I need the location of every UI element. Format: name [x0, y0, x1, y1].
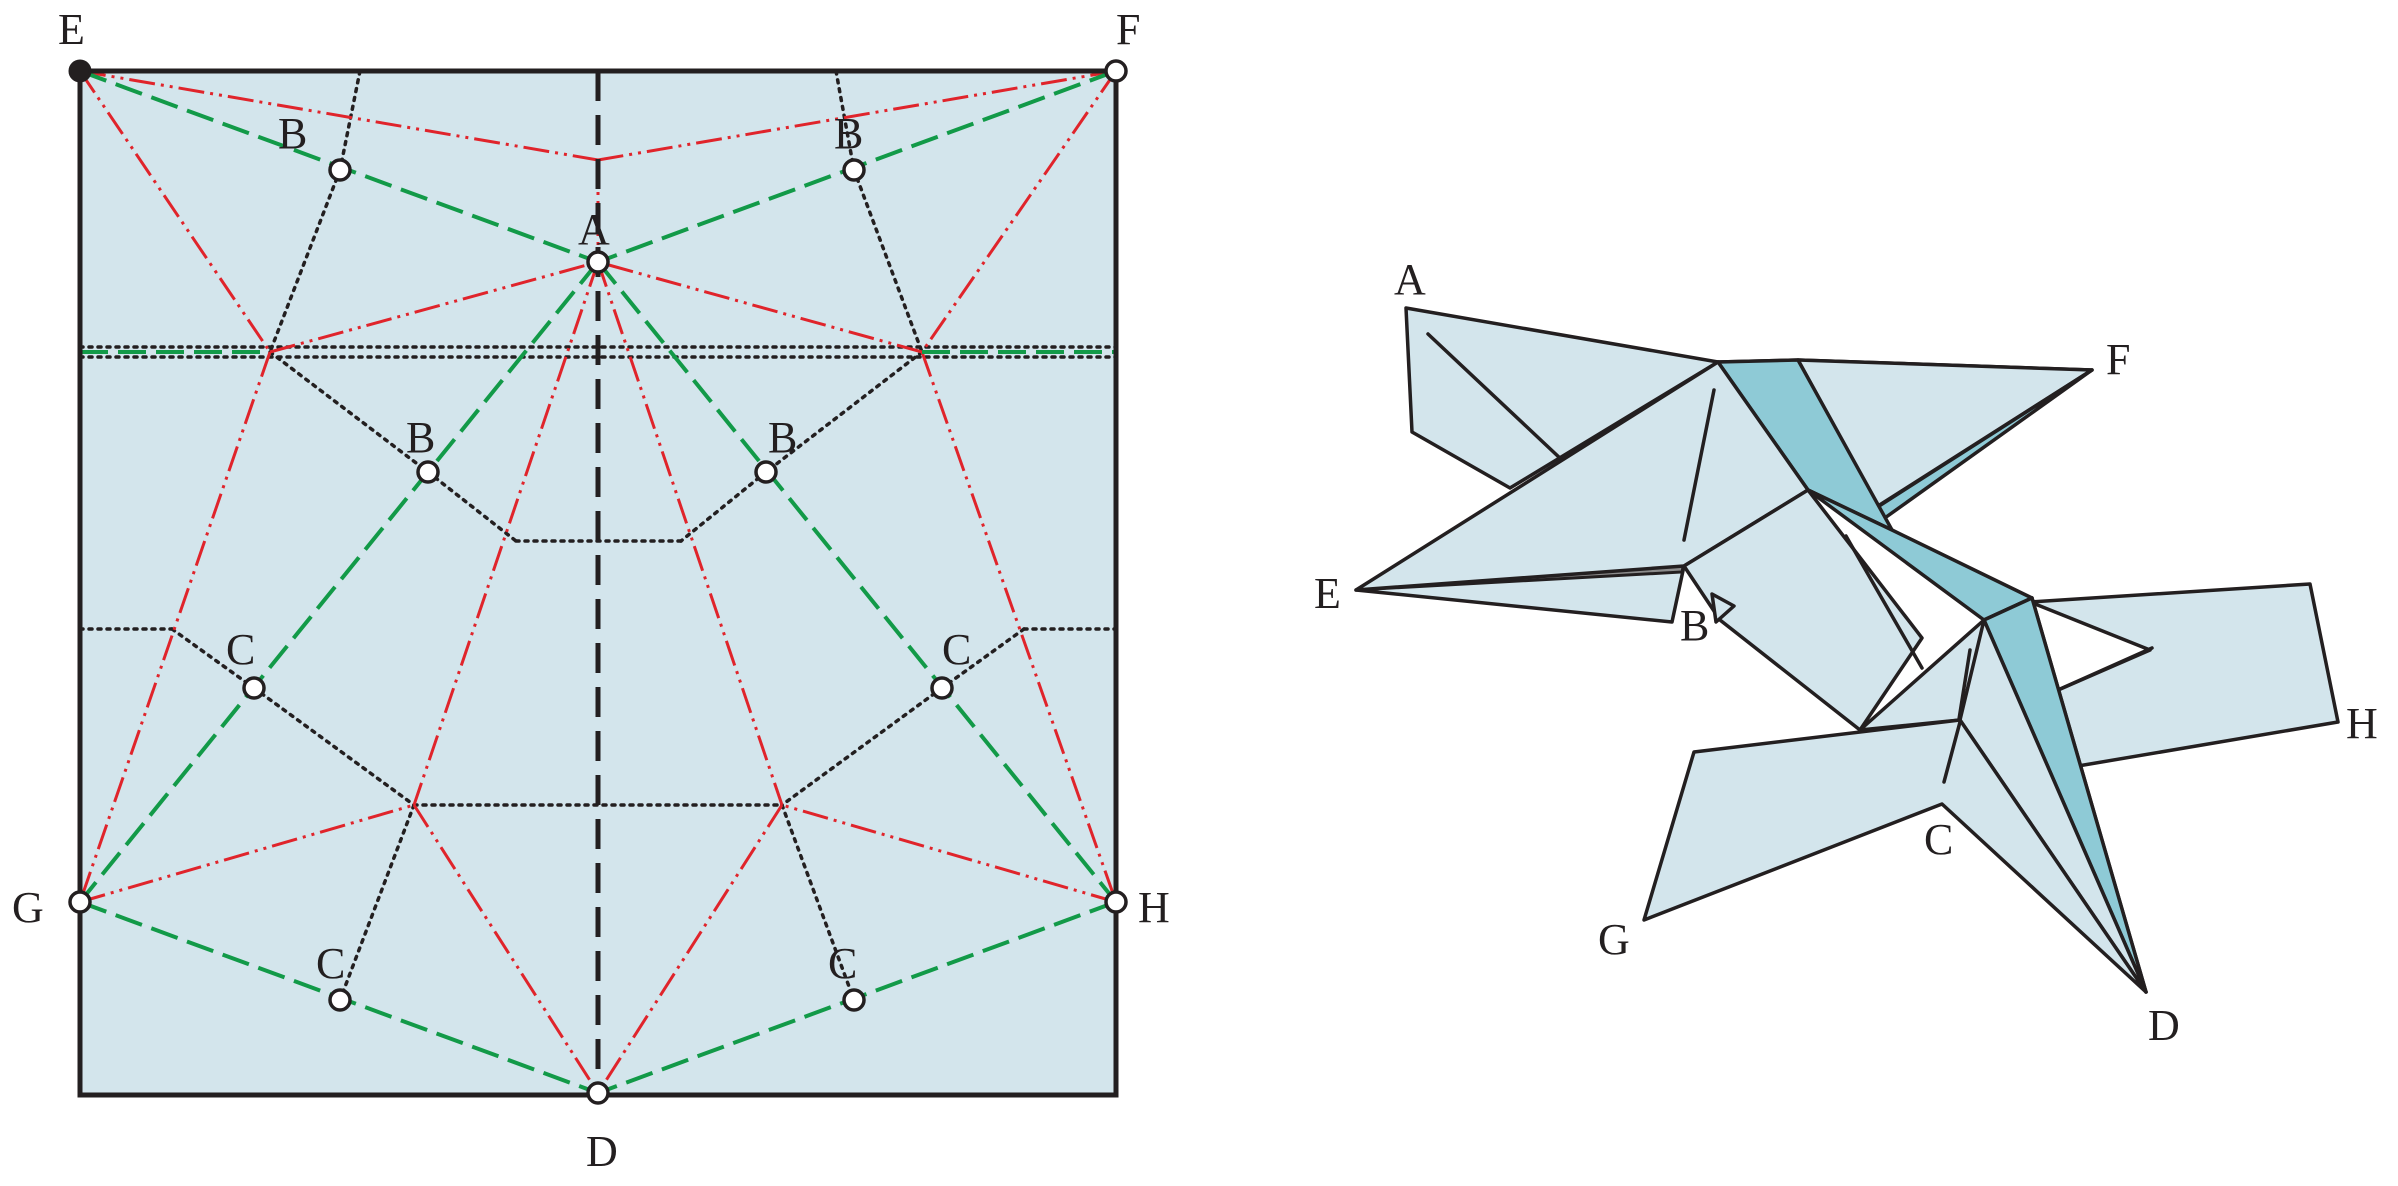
crease-pattern: E F B B A B B C C C C G H D — [12, 5, 1170, 1176]
flap-H-crease — [2056, 646, 2154, 692]
flap-A — [1404, 306, 1720, 490]
label-E: E — [1314, 569, 1341, 618]
vertex-G — [68, 890, 92, 914]
flap-E-crease — [1682, 388, 1716, 542]
label-F: F — [2106, 335, 2130, 384]
label-D: D — [586, 1127, 618, 1176]
label-H: H — [2346, 699, 2378, 748]
vertex-C — [242, 676, 266, 700]
vertex-B — [328, 158, 352, 182]
label-H: H — [1138, 883, 1170, 932]
label-C: C — [226, 625, 255, 674]
label-B: B — [278, 109, 307, 158]
label-B: B — [406, 413, 435, 462]
label-C: C — [942, 625, 971, 674]
label-F: F — [1116, 5, 1140, 54]
body-B-small — [1710, 592, 1736, 624]
label-B: B — [1680, 601, 1709, 650]
flap-G — [1642, 718, 2148, 994]
label-C: C — [316, 939, 345, 988]
label-G: G — [12, 883, 44, 932]
vertex-B — [842, 158, 866, 182]
dotted-creases — [78, 69, 1118, 1002]
vertex-B — [416, 460, 440, 484]
crease-vertices — [68, 59, 1128, 1105]
flap-H — [2028, 582, 2340, 768]
flap-A-crease — [1426, 332, 1564, 462]
label-B: B — [834, 109, 863, 158]
label-A: A — [1394, 255, 1426, 304]
label-C: C — [828, 939, 857, 988]
flap-G-crease — [1942, 720, 1962, 784]
label-E: E — [58, 5, 85, 54]
vertex-E — [68, 59, 92, 83]
vertex-D — [586, 1081, 610, 1105]
vertex-C — [842, 988, 866, 1012]
folded-model: A F E B H C G D — [1314, 255, 2378, 1050]
label-A: A — [578, 205, 610, 254]
label-G: G — [1598, 915, 1630, 964]
label-C: C — [1924, 815, 1953, 864]
vertex-H — [1104, 890, 1128, 914]
vertex-A — [586, 250, 610, 274]
vertex-F — [1104, 59, 1128, 83]
vertex-C — [328, 988, 352, 1012]
label-D: D — [2148, 1001, 2180, 1050]
crease-pattern-labels: E F B B A B B C C C C G H D — [12, 5, 1170, 1176]
body-crease — [1844, 534, 1924, 670]
vertex-B — [754, 460, 778, 484]
mountain-creases — [78, 69, 1118, 1094]
vertex-C — [930, 676, 954, 700]
folded-model-labels: A F E B H C G D — [1314, 255, 2378, 1050]
label-B: B — [768, 413, 797, 462]
